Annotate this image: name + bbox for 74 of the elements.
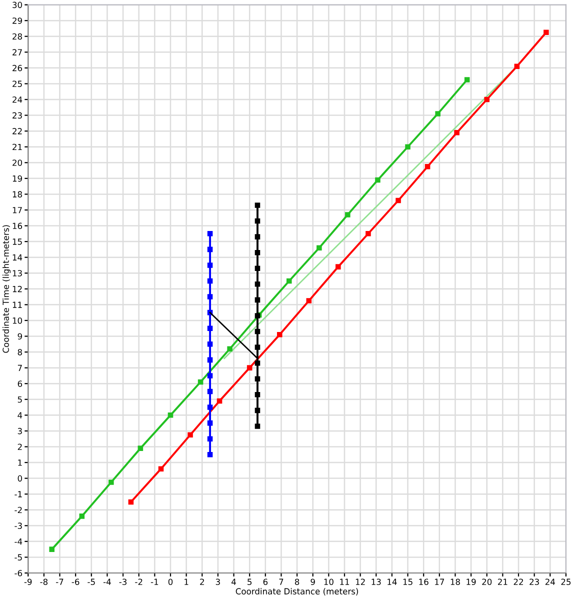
x-tick-label: 7: [279, 578, 284, 585]
y-tick-label: 29: [12, 18, 22, 24]
y-tick-label: 25: [12, 80, 22, 87]
x-tick-label: 5: [248, 578, 252, 586]
y-tick-label: -4: [14, 538, 22, 545]
x-tick-label: 13: [372, 578, 381, 586]
y-tick-label: 15: [12, 238, 22, 245]
x-axis-title: Coordinate Distance (meters): [236, 588, 358, 596]
x-tick-label: -8: [40, 578, 48, 586]
y-tick-label: -6: [14, 570, 22, 576]
y-tick-label: 27: [12, 49, 22, 56]
y-tick-label: 12: [12, 286, 22, 292]
y-tick-label: 7: [18, 364, 22, 371]
x-tick-label: 18: [450, 578, 460, 586]
x-tick-label: -4: [103, 578, 111, 585]
y-tick-label: -5: [14, 554, 22, 560]
y-tick-label: 9: [18, 333, 22, 340]
x-tick-label: -5: [88, 578, 95, 586]
y-tick-label: 0: [18, 475, 22, 482]
x-tick-label: -1: [150, 578, 158, 585]
x-tick-label: 1: [184, 578, 188, 585]
y-axis-title: Coordinate Time (light-meters): [2, 225, 11, 353]
y-tick-label: 11: [12, 302, 22, 308]
y-tick-label: 5: [18, 396, 22, 403]
y-tick-label: -3: [14, 522, 22, 529]
y-tick-label: -1: [14, 491, 22, 498]
x-tick-label: 2: [200, 578, 204, 585]
y-tick-label: 14: [12, 254, 22, 260]
y-tick-label: 6: [18, 380, 22, 387]
x-tick-label: 22: [514, 578, 523, 585]
x-tick-label: 12: [356, 578, 365, 585]
x-tick-label: 25: [561, 578, 571, 586]
x-tick-label: -3: [119, 578, 127, 586]
x-tick-label: 4: [232, 578, 236, 585]
x-tick-label: 24: [545, 578, 555, 585]
x-tick-label: 0: [168, 578, 173, 586]
y-tick-label: 2: [18, 444, 22, 450]
x-tick-label: 23: [530, 578, 539, 586]
y-tick-label: 13: [12, 270, 22, 276]
x-tick-label: 20: [482, 578, 492, 586]
x-tick-label: 14: [388, 578, 397, 585]
y-tick-label: 21: [12, 144, 22, 150]
y-tick-label: 3: [18, 428, 22, 434]
y-tick-label: 1: [18, 460, 22, 466]
x-tick-label: 16: [419, 578, 428, 586]
x-tick-label: 17: [435, 578, 444, 585]
y-tick-label: -2: [14, 506, 22, 514]
y-tick-label: 30: [12, 2, 22, 8]
x-tick-label: -9: [24, 578, 32, 586]
x-tick-label: 8: [294, 578, 300, 586]
x-tick-label: 21: [498, 578, 508, 585]
x-tick-label: 15: [403, 578, 412, 586]
x-tick-label: 11: [340, 578, 350, 585]
x-tick-label: -7: [56, 578, 64, 585]
y-tick-label: 16: [12, 222, 22, 230]
x-tick-label: -2: [135, 578, 142, 585]
y-tick-label: 20: [12, 160, 22, 166]
y-tick-label: 18: [12, 191, 22, 198]
y-tick-label: 24: [12, 96, 22, 103]
y-tick-label: 22: [12, 128, 22, 134]
y-tick-label: 26: [12, 64, 22, 72]
x-tick-label: 19: [466, 578, 476, 586]
x-tick-label: 6: [263, 578, 268, 586]
x-tick-label: 10: [324, 578, 334, 586]
y-tick-label: 8: [18, 349, 22, 356]
x-tick-label: 9: [310, 578, 315, 586]
x-tick-label: -6: [72, 578, 80, 586]
y-tick-label: 10: [12, 317, 22, 324]
y-tick-label: 28: [12, 33, 22, 40]
y-tick-label: 4: [18, 412, 22, 418]
x-tick-label: 3: [216, 578, 220, 586]
y-tick-label: 19: [12, 175, 22, 182]
y-tick-label: 17: [12, 207, 22, 214]
y-tick-label: 23: [12, 112, 22, 119]
